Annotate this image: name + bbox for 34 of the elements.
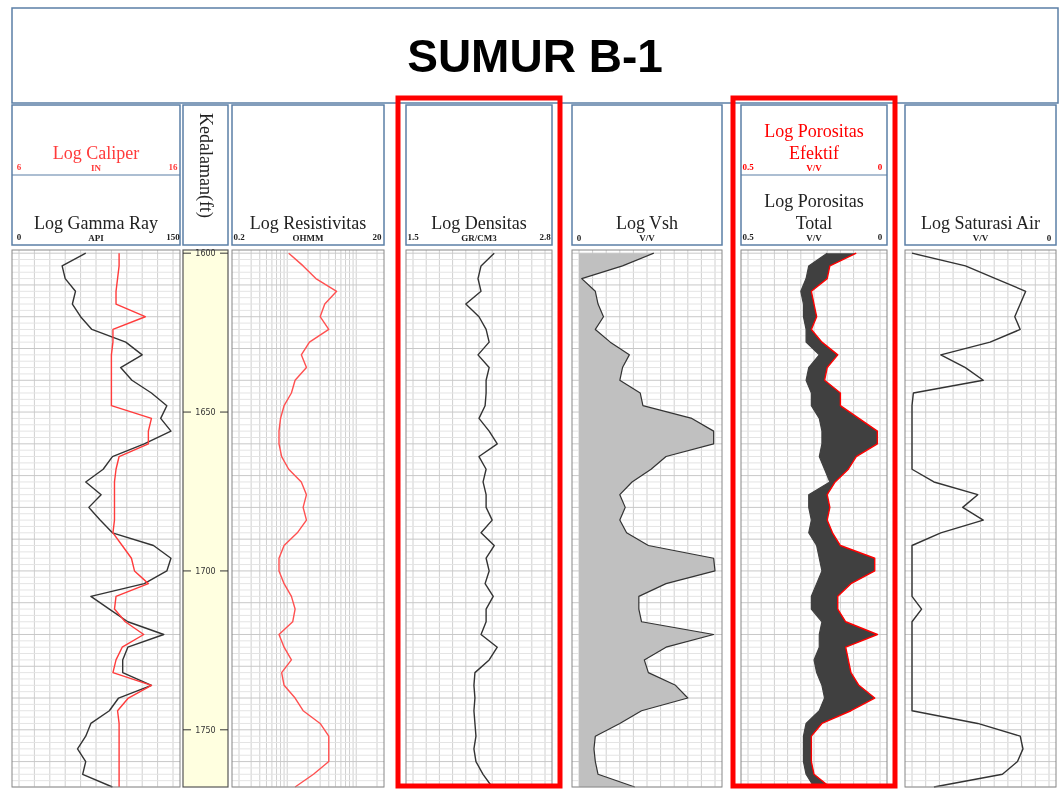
x2-tick-label: 6 — [16, 162, 22, 172]
text: V/V — [806, 163, 823, 173]
x2-axis-title: Log Caliper — [52, 143, 140, 163]
x-tick-label: 20 — [372, 232, 382, 242]
x-axis-title: Log Gamma Ray — [34, 213, 158, 233]
text: API — [88, 233, 105, 243]
x-tick-label: 0 — [16, 232, 22, 242]
x-axis-title: Log Porositas Total — [764, 191, 864, 233]
text: SUMUR B-1 — [407, 30, 663, 82]
text: V/V — [639, 233, 656, 243]
x-axis-title: Log Vsh — [615, 213, 679, 233]
x2-tick-label: 0.5 — [742, 162, 755, 172]
x-tick-label: 150 — [166, 232, 181, 242]
text: IN — [90, 163, 102, 173]
x2-tick-label: 0 — [877, 162, 883, 172]
x-axis-title: Log Densitas — [431, 213, 527, 233]
y-tick-label: 1750 — [195, 725, 216, 735]
x-axis-title: Log Resistivitas — [249, 213, 367, 233]
y-tick-label: 1650 — [195, 408, 216, 418]
x2-axis-title: Log Porositas Efektif — [764, 121, 864, 163]
y-tick-label: 1600 — [195, 249, 216, 259]
x-tick-label: 2.8 — [539, 232, 552, 242]
x-tick-label: 0.2 — [233, 232, 246, 242]
x-tick-label: 1.5 — [407, 232, 420, 242]
x-tick-label: 0.5 — [742, 232, 755, 242]
y-tick-label: 1700 — [195, 566, 216, 576]
text: V/V — [806, 233, 823, 243]
x2-tick-label: 16 — [168, 162, 178, 172]
text: GR/CM3 — [461, 233, 498, 243]
x-tick-label: 0 — [877, 232, 883, 242]
x-axis-title: Log Saturasi Air — [921, 213, 1040, 233]
text: V/V — [972, 233, 989, 243]
y-axis-title: Kedalaman(ft) — [194, 113, 216, 218]
text: OHMM — [292, 233, 324, 243]
